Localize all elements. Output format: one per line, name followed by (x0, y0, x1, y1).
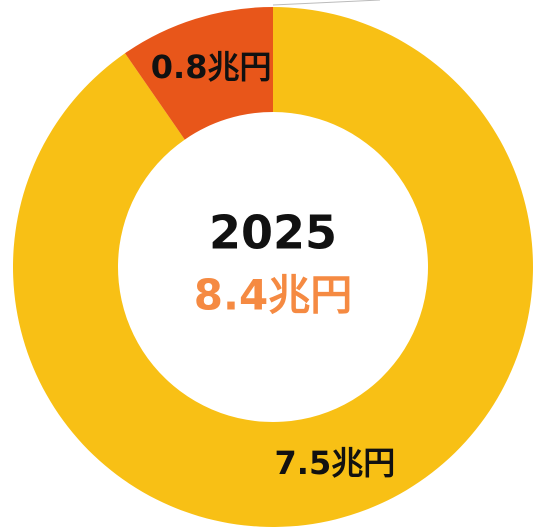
donut-slice (124, 6, 273, 140)
donut-slice (12, 7, 533, 527)
center-label: 8.4兆円 (194, 271, 352, 320)
center-title: 2025 (209, 206, 337, 260)
value-label: 0.8兆円 (151, 48, 272, 86)
value-label: 7.5兆円 (275, 444, 396, 482)
leader-line (272, 0, 381, 6)
